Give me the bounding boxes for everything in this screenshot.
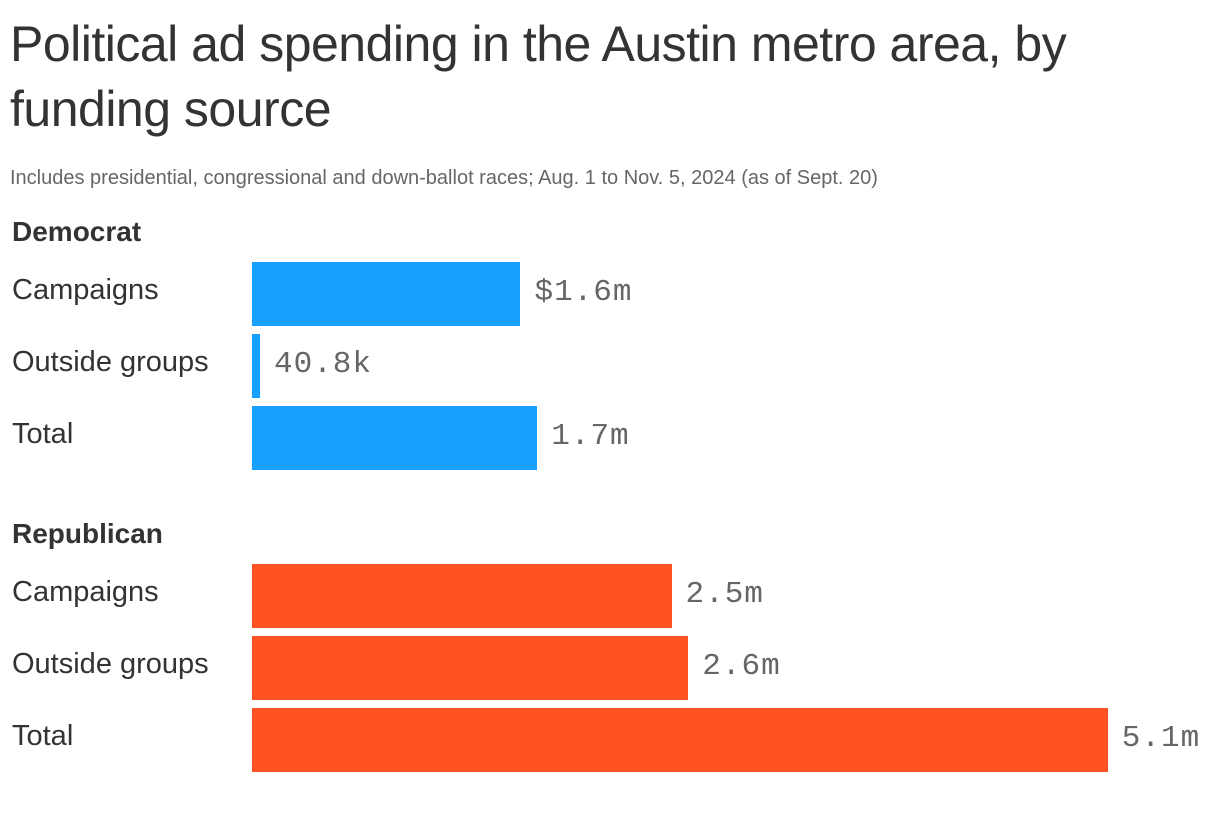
data-label: 1.7m	[551, 419, 630, 454]
bar	[252, 708, 1108, 772]
data-label: 2.5m	[685, 577, 764, 612]
data-label: $1.6m	[534, 275, 633, 310]
data-label: 40.8k	[274, 347, 373, 382]
bar	[252, 334, 260, 398]
category-label: Campaigns	[12, 576, 159, 608]
bar	[252, 564, 672, 628]
chart-subtitle: Includes presidential, congressional and…	[10, 167, 878, 189]
data-label: 5.1m	[1121, 721, 1201, 756]
category-label: Total	[12, 418, 74, 450]
bar	[252, 406, 538, 470]
bar	[252, 262, 521, 326]
data-label: 2.6m	[702, 649, 781, 684]
category-label: Total	[12, 720, 74, 752]
category-label: Outside groups	[12, 346, 209, 378]
bar	[252, 636, 689, 700]
chart-title: Political ad spending in the Austin metr…	[10, 16, 1067, 137]
group-label: Democrat	[12, 216, 142, 247]
group-label: Republican	[12, 518, 163, 549]
category-label: Outside groups	[12, 648, 209, 680]
category-label: Campaigns	[12, 274, 159, 306]
